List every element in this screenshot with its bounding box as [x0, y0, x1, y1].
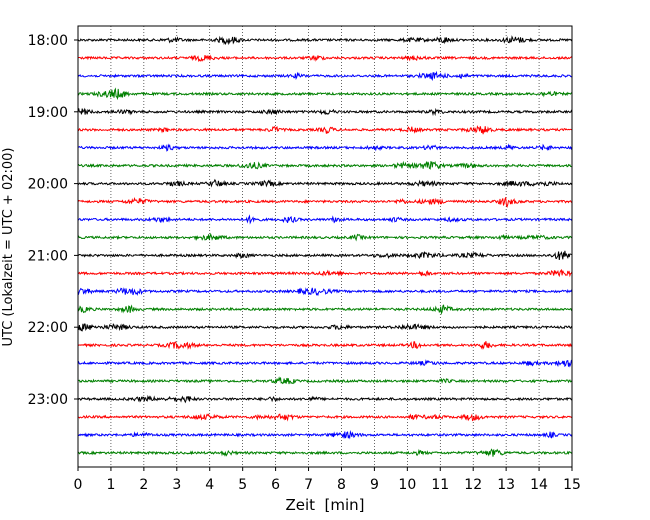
x-tick-label-1: 1 — [106, 477, 115, 493]
x-tick-label-14: 14 — [530, 477, 548, 493]
trace-19:15 — [77, 125, 573, 135]
x-axis-label: Zeit [min] — [285, 496, 364, 514]
trace-18:00 — [77, 35, 573, 46]
y-tick-label-20:00: 20:00 — [28, 177, 68, 193]
y-axis-label: UTC (Lokalzeit = UTC + 02:00) — [1, 148, 16, 347]
y-tick-label-23:00: 23:00 — [28, 392, 68, 408]
trace-18:45 — [77, 87, 573, 101]
x-tick-label-8: 8 — [337, 477, 346, 493]
trace-20:00 — [77, 178, 573, 188]
trace-22:45 — [77, 376, 573, 385]
trace-18:30 — [77, 70, 573, 81]
trace-23:30 — [77, 429, 573, 440]
plot-frame — [77, 25, 573, 468]
trace-22:30 — [77, 359, 573, 368]
x-tick-label-3: 3 — [172, 477, 181, 493]
trace-group — [77, 35, 573, 457]
trace-21:15 — [77, 268, 573, 278]
trace-23:15 — [77, 413, 573, 422]
y-tick-label-22:00: 22:00 — [28, 320, 68, 336]
trace-23:45 — [77, 448, 573, 457]
x-tick-label-9: 9 — [370, 477, 379, 493]
y-tick-label-19:00: 19:00 — [28, 105, 68, 121]
trace-21:30 — [77, 287, 573, 297]
x-tick-label-12: 12 — [464, 477, 482, 493]
trace-20:15 — [77, 197, 573, 209]
trace-19:30 — [77, 143, 573, 152]
x-tick-label-10: 10 — [398, 477, 416, 493]
x-tick-label-13: 13 — [497, 477, 515, 493]
trace-21:00 — [77, 250, 573, 260]
x-tick-label-7: 7 — [304, 477, 313, 493]
x-tick-label-5: 5 — [238, 477, 247, 493]
x-tick-label-6: 6 — [271, 477, 280, 493]
y-tick-label-18:00: 18:00 — [28, 33, 68, 49]
x-tick-label-2: 2 — [139, 477, 148, 493]
trace-22:15 — [77, 341, 573, 350]
trace-21:45 — [77, 304, 573, 315]
y-axis-ticks: 18:00 19:00 20:00 21:00 22:00 23:00 — [28, 33, 78, 408]
trace-22:00 — [77, 323, 573, 332]
x-tick-label-15: 15 — [563, 477, 581, 493]
trace-18:15 — [77, 54, 573, 63]
trace-19:45 — [77, 160, 573, 170]
x-axis-ticks: 0 1 2 3 4 5 6 7 8 9 10 11 12 13 14 15 — [74, 467, 581, 493]
plot-background — [78, 26, 572, 467]
x-tick-label-11: 11 — [431, 477, 449, 493]
x-tick-label-0: 0 — [74, 477, 83, 493]
trace-23:00 — [77, 394, 573, 404]
trace-20:30 — [77, 214, 573, 225]
trace-20:45 — [77, 232, 573, 242]
y-tick-label-21:00: 21:00 — [28, 248, 68, 264]
trace-19:00 — [77, 107, 573, 117]
x-tick-label-4: 4 — [205, 477, 214, 493]
